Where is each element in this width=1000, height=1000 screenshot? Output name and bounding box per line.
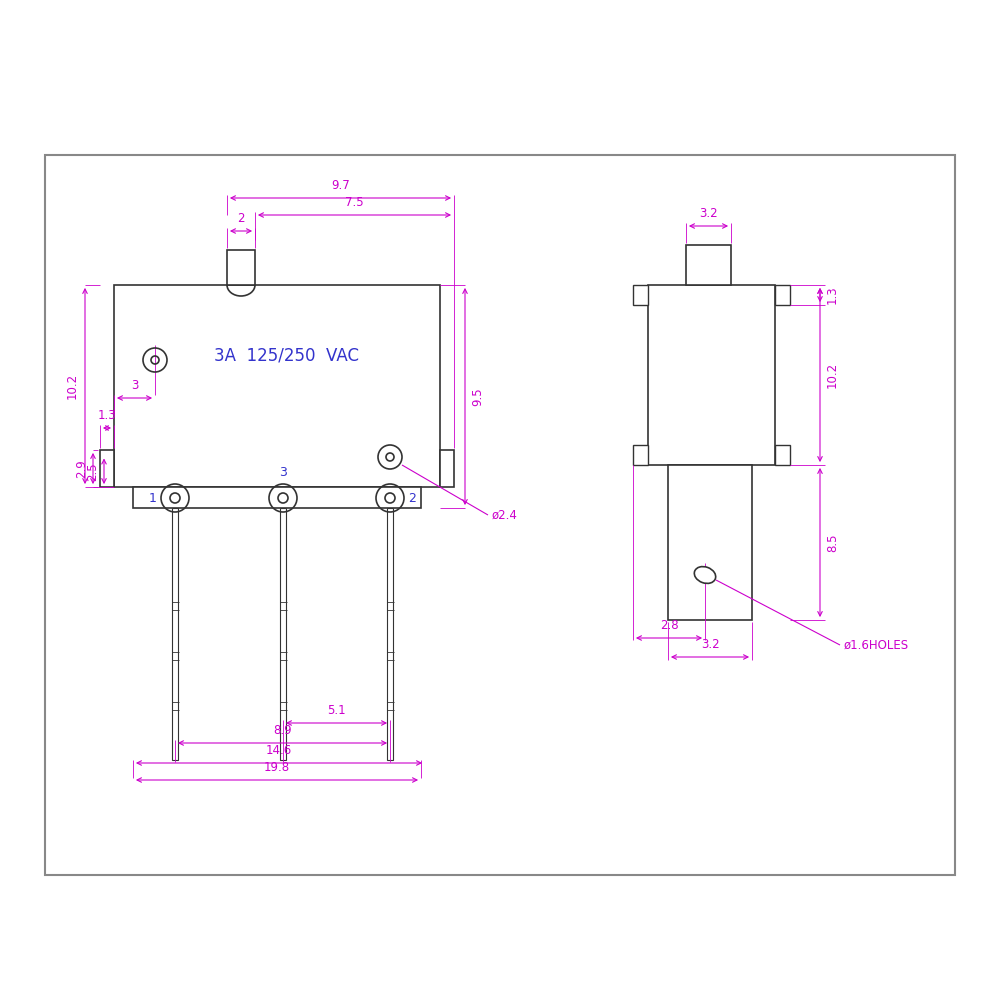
Bar [633, 445, 648, 465]
Bar [668, 465, 752, 620]
Text: 1.3: 1.3 [98, 409, 116, 422]
Text: 1: 1 [149, 491, 157, 504]
Bar [648, 285, 775, 465]
Text: 3A  125/250  VAC: 3A 125/250 VAC [214, 347, 360, 365]
Text: 2.8: 2.8 [660, 619, 678, 632]
Text: 2.5: 2.5 [86, 462, 99, 481]
Text: 10.2: 10.2 [66, 373, 79, 399]
Text: 3.2: 3.2 [699, 207, 718, 220]
Bar [133, 487, 421, 508]
Bar [440, 450, 454, 487]
Text: 5.1: 5.1 [327, 704, 346, 717]
Text: 3: 3 [131, 379, 138, 392]
Text: 2.9: 2.9 [75, 459, 88, 478]
Bar [114, 285, 440, 487]
Text: 3.2: 3.2 [701, 638, 719, 651]
Text: 7.5: 7.5 [345, 196, 364, 209]
Text: 3: 3 [279, 466, 287, 479]
Text: 10.2: 10.2 [826, 362, 839, 388]
Text: 1.3: 1.3 [826, 286, 839, 304]
Ellipse shape [694, 567, 716, 583]
Bar [633, 285, 648, 305]
Bar [775, 285, 790, 305]
Text: ø2.4: ø2.4 [492, 508, 518, 522]
Bar [775, 445, 790, 465]
Text: 19.8: 19.8 [264, 761, 290, 774]
Bar [387, 508, 393, 760]
Text: 2: 2 [408, 491, 416, 504]
Text: 9.7: 9.7 [331, 179, 350, 192]
Text: 9.5: 9.5 [471, 387, 484, 406]
Text: 14.6: 14.6 [266, 744, 292, 757]
Bar [100, 450, 114, 487]
Bar [227, 250, 255, 285]
Bar [280, 508, 286, 760]
Text: 2: 2 [237, 212, 245, 225]
Bar [45, 155, 955, 875]
Bar [686, 245, 731, 285]
Text: ø1.6HOLES: ø1.6HOLES [844, 639, 909, 652]
Bar [172, 508, 178, 760]
Text: 8.5: 8.5 [826, 533, 839, 552]
Text: 8.9: 8.9 [273, 724, 292, 737]
